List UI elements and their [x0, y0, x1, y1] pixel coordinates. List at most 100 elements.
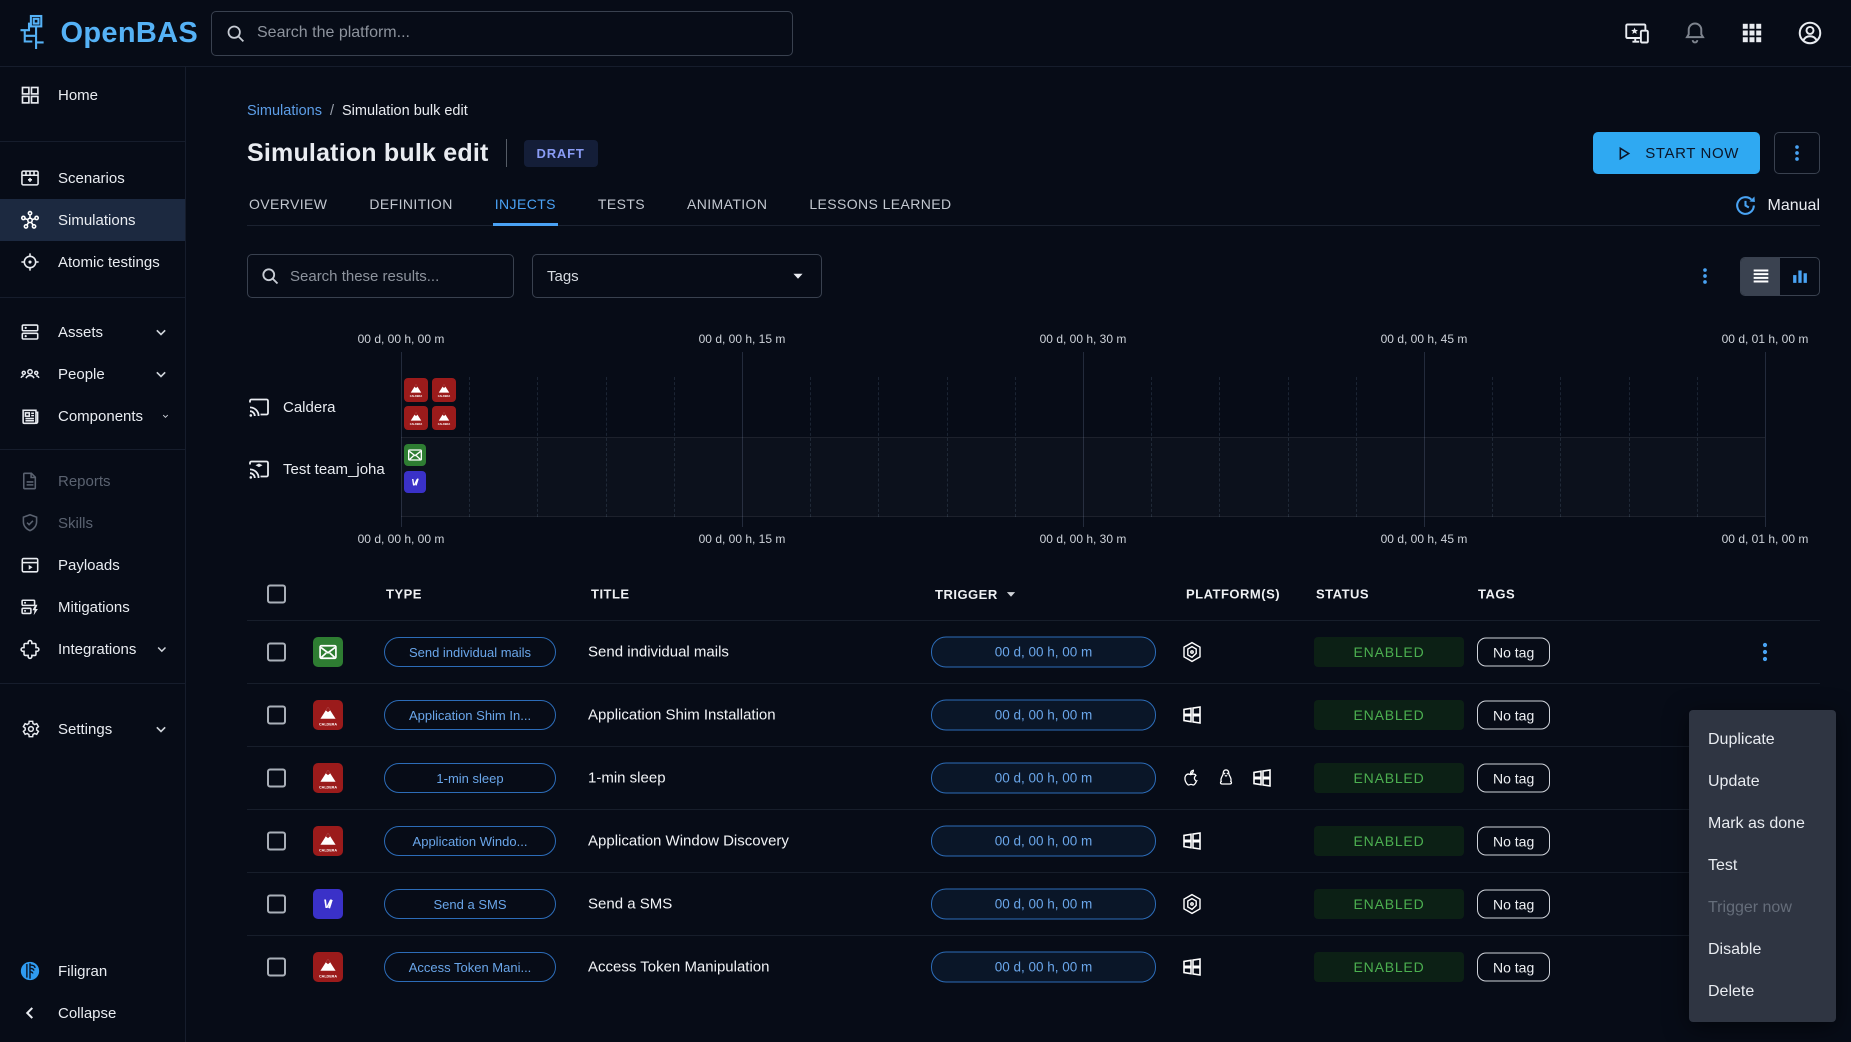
table-row[interactable]: CALDERA Application Windo... Application W… [247, 809, 1820, 872]
caldera-inject-icon[interactable]: CALDERA [432, 406, 456, 430]
menu-item-delete[interactable]: Delete [1708, 983, 1755, 1000]
platform-search-input[interactable]: Search the platform... [211, 10, 793, 56]
trigger-chip[interactable]: 00 d, 00 h, 00 m [931, 825, 1156, 857]
chart-view-button[interactable] [1780, 258, 1819, 295]
list-view-button[interactable] [1741, 257, 1780, 295]
tag-chip: No tag [1477, 700, 1551, 730]
email-inject-icon[interactable] [404, 444, 426, 466]
caldera-inject-icon[interactable]: CALDERA [404, 378, 428, 402]
sidebar-item-label: Home [58, 86, 99, 104]
search-icon [227, 25, 244, 42]
sidebar-item-payloads[interactable]: Payloads [0, 544, 185, 586]
simulation-menu-button[interactable] [1774, 132, 1820, 174]
row-checkbox[interactable] [267, 957, 286, 977]
timeline-row-label: Caldera [283, 398, 336, 416]
sidebar-item-assets[interactable]: Assets [0, 311, 185, 353]
svg-text:CALDERA: CALDERA [319, 785, 337, 789]
start-now-button[interactable]: START NOW [1593, 132, 1760, 174]
sidebar-item-components[interactable]: Components [0, 395, 185, 437]
results-search-input[interactable]: Search these results... [247, 254, 514, 298]
inject-type-chip: Send individual mails [384, 637, 556, 667]
timeline-sms-inject[interactable]: V [404, 471, 426, 493]
gear-icon [22, 720, 40, 738]
timeline-gridline-minor [469, 377, 471, 517]
windows-platform-icon [1180, 829, 1204, 853]
column-header-tags[interactable]: TAGS [1478, 586, 1516, 602]
row-menu-button[interactable] [1753, 640, 1777, 664]
tab-overview[interactable]: OVERVIEW [249, 196, 328, 212]
logo-text: OpenBAS [60, 16, 198, 49]
timeline-email-inject[interactable] [404, 444, 426, 466]
sidebar-item-atomic-testings[interactable]: Atomic testings [0, 241, 185, 283]
timeline-gridline-minor [1560, 377, 1562, 517]
row-checkbox[interactable] [267, 768, 286, 788]
tags-filter-select[interactable]: Tags [532, 254, 822, 298]
tab-lessons-learned[interactable]: LESSONS LEARNED [809, 196, 952, 212]
column-header-platforms[interactable]: PLATFORM(S) [1186, 586, 1281, 602]
sidebar-item-settings[interactable]: Settings [0, 708, 185, 750]
menu-item-duplicate[interactable]: Duplicate [1708, 731, 1775, 748]
column-header-trigger[interactable]: TRIGGER [935, 583, 1022, 605]
caldera-inject-icon[interactable]: CALDERA [404, 406, 428, 430]
row-checkbox[interactable] [267, 642, 286, 662]
select-all-checkbox[interactable] [267, 584, 286, 604]
openbas-logo[interactable]: OpenBAS [0, 10, 198, 56]
menu-item-update[interactable]: Update [1708, 773, 1760, 790]
sidebar-item-label: Mitigations [58, 598, 130, 616]
row-checkbox[interactable] [267, 705, 286, 725]
breadcrumb-simulations-link[interactable]: Simulations [247, 103, 322, 119]
sidebar-item-people[interactable]: People [0, 353, 185, 395]
table-row[interactable]: CALDERA 1-min sleep 1-min sleep 00 d, 00 h,… [247, 746, 1820, 809]
svg-text:CALDERA: CALDERA [410, 394, 423, 398]
sidebar-item-mitigations[interactable]: Mitigations [0, 586, 185, 628]
trigger-chip[interactable]: 00 d, 00 h, 00 m [931, 888, 1156, 920]
mitigations-icon [21, 599, 38, 616]
row-checkbox[interactable] [267, 894, 286, 914]
tag-chip: No tag [1477, 637, 1551, 667]
chevron-down-icon [162, 414, 169, 419]
account-circle-icon[interactable] [1796, 19, 1824, 47]
sidebar-item-filigran[interactable]: Filigran [0, 950, 184, 992]
trigger-chip[interactable]: 00 d, 00 h, 00 m [931, 699, 1156, 731]
windows-platform-icon [1250, 766, 1274, 790]
sidebar-item-integrations[interactable]: Integrations [0, 628, 185, 670]
sidebar-collapse-button[interactable]: Collapse [0, 992, 184, 1034]
tab-animation[interactable]: ANIMATION [687, 196, 768, 212]
caldera-inject-icon[interactable]: CALDERA [432, 378, 456, 402]
tab-tests[interactable]: TESTS [597, 196, 646, 212]
sidebar-item-home[interactable]: Home [0, 74, 185, 116]
sms-inject-icon[interactable]: V [404, 471, 426, 493]
table-row[interactable]: V Send a SMS Send a SMS 00 d, 00 h, 00 m ENA… [247, 872, 1820, 935]
sidebar-item-label: Atomic testings [58, 253, 160, 271]
inject-type-chip: Access Token Mani... [384, 952, 556, 982]
apps-grid-icon[interactable] [1739, 20, 1765, 46]
menu-item-mark-as-done[interactable]: Mark as done [1708, 815, 1805, 832]
timeline-gridline-major [1424, 352, 1425, 527]
table-row[interactable]: CALDERA Application Shim In... Application… [247, 683, 1820, 746]
notifications-bell-icon[interactable] [1682, 20, 1708, 46]
menu-item-test[interactable]: Test [1708, 857, 1738, 874]
tab-definition[interactable]: DEFINITION [369, 196, 453, 212]
trigger-chip[interactable]: 00 d, 00 h, 00 m [931, 951, 1156, 983]
table-row[interactable]: Send individual mails Send individual mai… [247, 620, 1820, 683]
list-options-kebab-button[interactable] [1694, 265, 1716, 287]
timeline-gridline-major [742, 352, 743, 527]
column-header-type[interactable]: TYPE [386, 586, 422, 602]
timeline-row-test-team: Test team_joha [247, 456, 401, 482]
column-header-title[interactable]: TITLE [591, 586, 630, 602]
sidebar-item-label: Payloads [58, 556, 120, 574]
trigger-chip[interactable]: 00 d, 00 h, 00 m [931, 762, 1156, 794]
sidebar-item-simulations[interactable]: Simulations [0, 199, 185, 241]
sidebar-item-scenarios[interactable]: Scenarios [0, 157, 185, 199]
caldera-inject-icon: CALDERA [313, 700, 343, 730]
row-checkbox[interactable] [267, 831, 286, 851]
sidebar-item-label: Components [58, 407, 144, 425]
trigger-chip[interactable]: 00 d, 00 h, 00 m [931, 636, 1156, 668]
important-devices-icon[interactable] [1624, 20, 1651, 47]
table-row[interactable]: CALDERA Access Token Mani... Access Token … [247, 935, 1820, 998]
menu-item-disable[interactable]: Disable [1708, 941, 1762, 958]
timeline-row-highlight [401, 437, 1765, 517]
column-header-status[interactable]: STATUS [1316, 586, 1370, 602]
injects-table: TYPE TITLE TRIGGER PLATFORM(S) STATUS TA… [247, 568, 1820, 998]
tab-injects[interactable]: INJECTS [492, 186, 559, 226]
